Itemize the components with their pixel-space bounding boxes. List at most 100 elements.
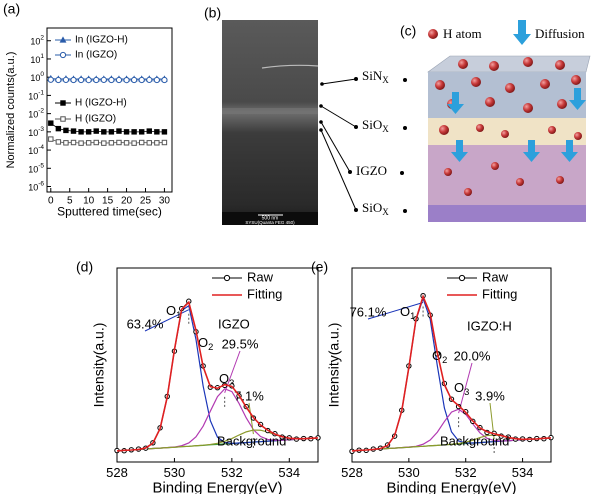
x-axis-label: Sputtered time(sec) bbox=[57, 205, 162, 219]
y-axis-label: Normalized counts(a.u.) bbox=[5, 52, 17, 169]
layer-label: SiOX bbox=[362, 200, 389, 217]
legend-label: Fitting bbox=[247, 286, 282, 301]
y-tick-label-base: 10 bbox=[30, 74, 40, 84]
x-tick-label: 532 bbox=[221, 465, 243, 480]
marker bbox=[162, 77, 167, 82]
marker bbox=[147, 77, 152, 82]
y-axis-label: Intensity(a.u.) bbox=[326, 323, 342, 408]
y-tick-label-exponent: 1 bbox=[40, 53, 44, 60]
block-top bbox=[428, 56, 590, 72]
percent-label: 3.9% bbox=[475, 388, 505, 403]
layer-label: SiNX bbox=[362, 68, 389, 85]
sem-image bbox=[222, 20, 318, 225]
y-tick-label-exponent: -6 bbox=[38, 180, 44, 187]
layer-label: SiOX bbox=[362, 117, 389, 134]
legend-label: H (IGZO-H) bbox=[75, 98, 127, 109]
x-tick-label: 528 bbox=[341, 465, 363, 480]
marker bbox=[162, 140, 166, 144]
marker bbox=[63, 77, 68, 82]
series-line bbox=[352, 296, 551, 450]
marker bbox=[139, 77, 144, 82]
marker bbox=[117, 129, 121, 133]
y-tick-label-base: 10 bbox=[30, 37, 40, 47]
legend-marker bbox=[60, 52, 65, 57]
background-label: Background bbox=[217, 433, 286, 448]
marker bbox=[162, 130, 166, 134]
marker bbox=[102, 130, 106, 134]
layer-label: IGZO bbox=[356, 163, 387, 178]
y-tick-label-base: 10 bbox=[28, 92, 38, 102]
legend-label: H (IGZO) bbox=[75, 114, 116, 125]
y-tick-label: 10-3 bbox=[28, 126, 44, 139]
marker bbox=[116, 77, 121, 82]
y-tick-label-base: 10 bbox=[28, 146, 38, 156]
marker bbox=[86, 141, 90, 145]
y-tick-label: 101 bbox=[30, 53, 44, 66]
y-tick-label: 10-6 bbox=[28, 180, 44, 193]
marker bbox=[64, 128, 68, 132]
legend-label: Fitting bbox=[482, 286, 517, 301]
x-tick-label: 532 bbox=[455, 465, 477, 480]
legend-marker bbox=[61, 117, 65, 121]
marker bbox=[132, 141, 136, 145]
block-layer-igzo bbox=[428, 145, 586, 205]
marker bbox=[94, 140, 98, 144]
y-tick-label: 102 bbox=[30, 34, 44, 47]
x-axis-label: Binding Energy(eV) bbox=[152, 480, 282, 494]
marker bbox=[56, 140, 60, 144]
legend-marker bbox=[459, 275, 464, 280]
legend-diffusion-arrow bbox=[513, 20, 531, 45]
marker bbox=[101, 77, 106, 82]
marker bbox=[49, 137, 53, 141]
marker bbox=[94, 77, 99, 82]
component-label-base: O bbox=[454, 380, 464, 395]
y-tick-label: 100 bbox=[30, 71, 44, 84]
marker bbox=[94, 129, 98, 133]
legend-label: Raw bbox=[247, 269, 274, 284]
y-tick-label-base: 10 bbox=[28, 110, 38, 120]
sample-label: IGZO:H bbox=[467, 318, 512, 333]
sem-panel: (b) 500 nm SYSU(Quanta FEG 450) SiNX SiO… bbox=[204, 5, 407, 225]
marker bbox=[132, 77, 137, 82]
y-tick-label: 10-1 bbox=[28, 89, 44, 102]
marker bbox=[154, 77, 159, 82]
marker bbox=[139, 130, 143, 134]
component-label: O1 bbox=[400, 304, 415, 321]
y-tick-label-exponent: -3 bbox=[38, 126, 44, 133]
y-tick-label-base: 10 bbox=[28, 165, 38, 175]
marker bbox=[102, 141, 106, 145]
component-label-base: O bbox=[400, 304, 410, 319]
sample-label: IGZO bbox=[218, 316, 250, 331]
y-tick-label-exponent: -1 bbox=[38, 89, 44, 96]
leader-lines bbox=[321, 79, 356, 210]
sem-layer bbox=[222, 108, 318, 114]
marker bbox=[86, 130, 90, 134]
marker bbox=[124, 78, 129, 83]
y-tick-label-exponent: -2 bbox=[38, 107, 44, 114]
legend-h-atom bbox=[428, 29, 438, 39]
block-layer-sinx bbox=[428, 72, 586, 118]
y-tick-label-exponent: -4 bbox=[38, 144, 44, 151]
marker bbox=[155, 141, 159, 145]
legend-label: Raw bbox=[482, 269, 509, 284]
marker bbox=[155, 130, 159, 134]
x-tick-label: 534 bbox=[278, 465, 300, 480]
marker bbox=[56, 126, 60, 130]
marker bbox=[86, 78, 91, 83]
component-label-base: O bbox=[166, 303, 176, 318]
marker bbox=[109, 77, 114, 82]
y-tick-label: 10-2 bbox=[28, 107, 44, 120]
y-tick-label-exponent: -5 bbox=[38, 162, 44, 169]
marker bbox=[79, 130, 83, 134]
y-tick-label-base: 10 bbox=[30, 55, 40, 65]
x-tick-label: 530 bbox=[398, 465, 420, 480]
marker bbox=[78, 77, 83, 82]
marker bbox=[147, 141, 151, 145]
percent-label: 63.4% bbox=[127, 316, 164, 331]
panel-label: (d) bbox=[76, 259, 93, 275]
marker bbox=[56, 77, 61, 82]
y-tick-label: 10-5 bbox=[28, 162, 44, 175]
component-label-subscript: 2 bbox=[208, 342, 213, 352]
marker bbox=[124, 130, 128, 134]
